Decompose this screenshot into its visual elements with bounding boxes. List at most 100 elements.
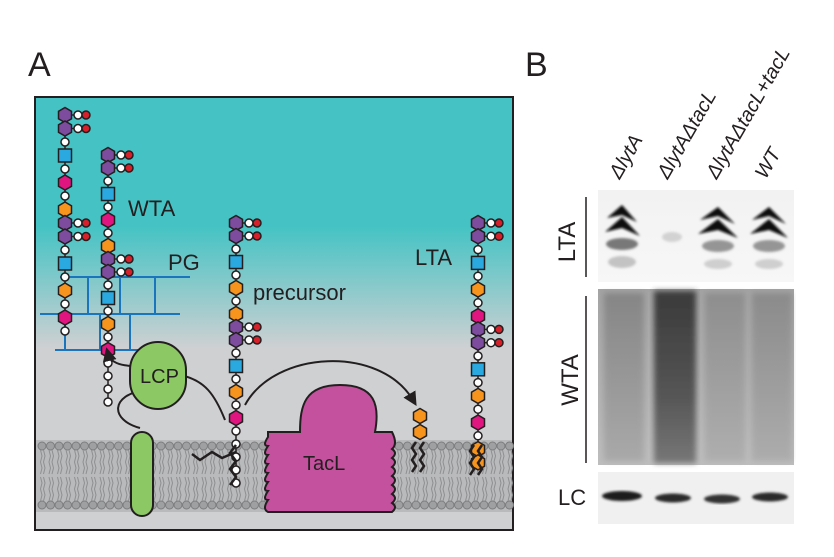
wta-blot (598, 289, 794, 465)
phosphate-circle (231, 244, 241, 254)
phosphate-circle (103, 397, 113, 407)
phosphate-circle (81, 123, 91, 134)
phosphate-circle (473, 404, 483, 414)
sugar-hexagon (470, 281, 486, 298)
sugar-hexagon (470, 414, 486, 431)
sugar-hexagon (57, 228, 73, 245)
phosphate-circle (116, 150, 126, 160)
phosphate-circle (73, 123, 83, 134)
phosphate-circle (124, 163, 134, 173)
phosphate-circle (252, 322, 262, 332)
phosphate-circle (116, 267, 126, 277)
lcp-enzyme (102, 341, 226, 517)
phosphate-circle (60, 326, 70, 336)
phosphate-circle (231, 426, 241, 436)
sugar-square (470, 362, 486, 377)
phosphate-circle (60, 299, 70, 309)
phosphate-circle (231, 400, 241, 410)
phosphate-circle (252, 218, 262, 228)
teichoic-acid-chains (57, 106, 504, 488)
phosphate-circle (244, 322, 254, 332)
phosphate-circle (494, 324, 504, 335)
phosphate-circle (486, 337, 496, 348)
sugar-hexagon (228, 331, 244, 349)
sugar-hexagon (100, 263, 116, 281)
sugar-hexagon (100, 211, 116, 229)
transfer-arrow (244, 360, 417, 406)
precursor-label: precursor (253, 280, 346, 305)
phosphate-circle (60, 137, 70, 147)
phosphate-circle (231, 270, 241, 280)
phosphate-circle (73, 218, 83, 228)
sugar-square (100, 186, 116, 202)
pg-label: PG (168, 250, 200, 275)
phosphate-circle (124, 150, 134, 160)
sugar-hexagon (470, 334, 486, 352)
sugar-square (228, 358, 244, 374)
wta-label: WTA (128, 196, 176, 221)
phosphate-circle (231, 296, 241, 306)
phosphate-circle (231, 374, 241, 384)
sugar-hexagon (470, 227, 486, 245)
sugar-hexagon (228, 383, 244, 401)
lta-label: LTA (415, 245, 452, 270)
lta-blot (598, 190, 794, 282)
phosphate-circle (486, 218, 496, 228)
sugar-hexagon (228, 279, 244, 297)
phosphate-circle (486, 324, 496, 335)
lc-row-label: LC (558, 485, 587, 510)
phosphate-circle (473, 351, 483, 361)
panel-b-letter: B (525, 46, 548, 84)
phosphate-circle (473, 377, 483, 388)
phosphate-circle (473, 244, 483, 255)
sugar-hexagon (57, 282, 73, 299)
sugar-hexagon (100, 315, 116, 333)
phosphate-circle (124, 267, 134, 277)
phosphate-circle (494, 337, 504, 348)
tacl-protein (264, 383, 396, 513)
phosphate-circle (81, 218, 91, 228)
phosphate-circle (81, 231, 91, 242)
phosphate-circle (252, 231, 262, 241)
phosphate-circle (473, 431, 483, 441)
phosphate-circle (103, 228, 113, 238)
phosphate-circle (103, 280, 113, 290)
phosphate-circle (103, 384, 113, 394)
phosphate-circle (73, 110, 83, 120)
phosphate-circle (103, 202, 113, 212)
phosphate-circle (103, 306, 113, 316)
lta-row-label: LTA (554, 221, 582, 263)
sugar-hexagon (57, 174, 73, 191)
phosphate-circle (244, 218, 254, 228)
sugar-hexagon (228, 409, 244, 427)
sugar-square (228, 254, 244, 270)
panel-a-letter: A (28, 46, 51, 84)
sugar-hexagon (412, 423, 428, 441)
phosphate-circle (116, 254, 126, 264)
phosphate-circle (116, 163, 126, 173)
phosphate-circle (103, 176, 113, 186)
phosphate-circle (73, 231, 83, 242)
phosphate-circle (486, 231, 496, 242)
sugar-hexagon (470, 387, 486, 405)
sugar-hexagon (412, 407, 428, 425)
phosphate-circle (60, 191, 70, 201)
lc-blot (598, 472, 794, 524)
phosphate-circle (244, 231, 254, 241)
phosphate-circle (103, 332, 113, 342)
phosphate-circle (252, 335, 262, 345)
wta-row-label: WTA (556, 354, 584, 406)
sugar-square (470, 255, 486, 271)
tacl-label: TacL (303, 453, 345, 475)
sugar-hexagon (228, 227, 244, 245)
sugar-square (100, 290, 116, 306)
phosphate-circle (60, 164, 70, 174)
phosphate-circle (494, 218, 504, 228)
phosphate-circle (60, 245, 70, 255)
phosphate-circle (494, 231, 504, 242)
sugar-hexagon (57, 309, 73, 326)
phosphate-circle (473, 298, 483, 308)
phosphate-circle (473, 271, 483, 281)
phosphate-circle (244, 335, 254, 345)
